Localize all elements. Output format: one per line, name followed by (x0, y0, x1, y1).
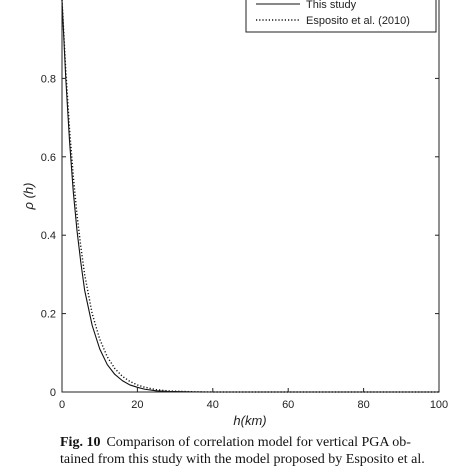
caption-line-2: tained from this study with the model pr… (60, 452, 425, 467)
x-tick-label: 40 (207, 399, 219, 411)
y-tick-label: 0.4 (41, 230, 56, 242)
y-axis-label: ρ (h) (21, 183, 36, 211)
legend-entry-2: Esposito et al. (2010) (306, 15, 410, 27)
x-tick-label: 80 (357, 399, 369, 411)
y-tick-label: 0.6 (41, 152, 56, 164)
figure-caption: Fig. 10 Comparison of correlation model f… (60, 434, 474, 468)
caption-text-1: Comparison of correlation model for vert… (106, 435, 411, 450)
y-tick-label: 0.8 (41, 73, 56, 85)
x-tick-label: 100 (430, 399, 448, 411)
x-tick-label: 60 (282, 399, 294, 411)
legend-entry-1: This study (306, 0, 357, 11)
tick-layer: 0 20 40 60 80 100 0 0.2 0.4 0.6 0.8 (41, 73, 448, 411)
x-tick-label: 0 (59, 399, 65, 411)
y-tick-label: 0.2 (41, 309, 56, 321)
plot-frame (61, 0, 440, 393)
caption-fig-label: Fig. 10 (60, 435, 101, 450)
legend-box (245, 0, 437, 33)
caption-line-1: Fig. 10 Comparison of correlation model f… (60, 434, 474, 451)
series-line-2 (61, 0, 439, 393)
y-tick-label: 0 (50, 387, 56, 399)
plot-area (62, 0, 439, 392)
x-axis-label: h(km) (233, 413, 266, 428)
x-tick-label: 20 (131, 399, 143, 411)
legend: This study Esposito et al. (2010) (245, 0, 437, 33)
